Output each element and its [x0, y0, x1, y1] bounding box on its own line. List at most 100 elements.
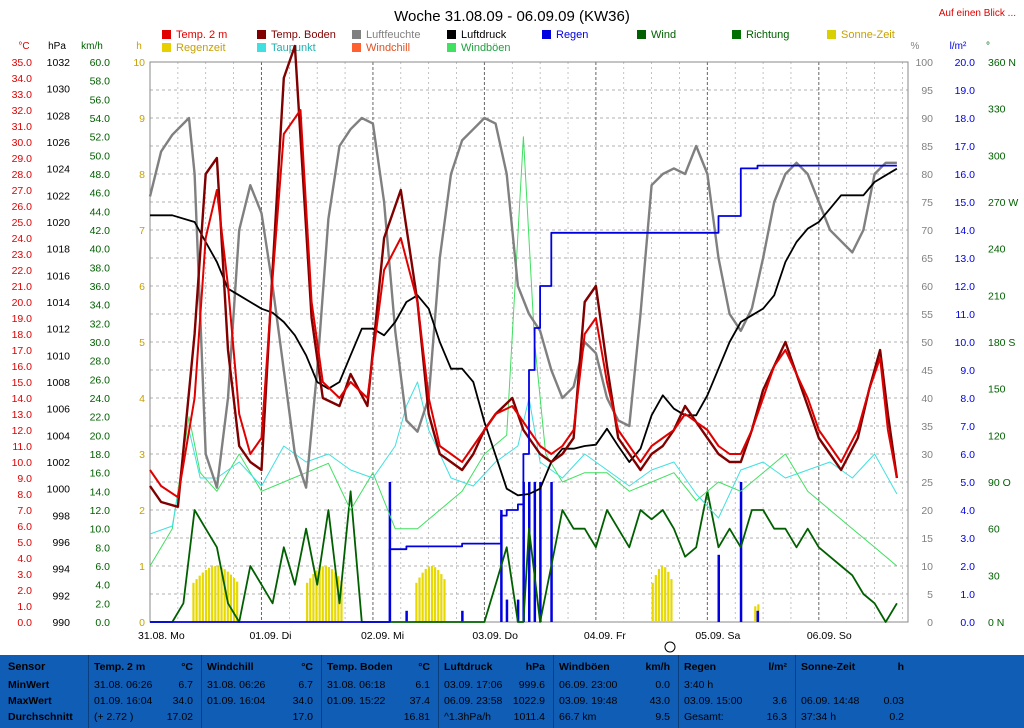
rain-bar [461, 610, 464, 622]
temp-tick: 11.0 [12, 441, 32, 453]
overview-link[interactable]: Auf einen Blick ... [939, 8, 1016, 19]
footer-sensor-head: Sensor [8, 661, 46, 673]
footer-max-value: 3.6 [772, 695, 787, 707]
sunshine-bar [657, 568, 661, 622]
footer-col-unit: °C [181, 661, 193, 673]
sunshine-bar [670, 579, 673, 622]
rain-bar [533, 482, 537, 622]
wind-tick: 4.0 [95, 580, 110, 592]
legend-swatch [162, 43, 171, 52]
rain-bar [522, 482, 525, 622]
sunshine-bar [309, 578, 312, 622]
sunshine-bar [223, 569, 226, 622]
rain-bar [739, 482, 743, 622]
press-tick: 1026 [47, 137, 71, 149]
footer-avg-value: 16.3 [766, 711, 787, 723]
sunshine-bar [340, 580, 343, 622]
temp-tick: 14.0 [12, 393, 33, 405]
wind-tick: 20.0 [90, 430, 111, 442]
footer-avg-note: ^1.3hPa/h [444, 711, 491, 723]
direction-tick: 330 [988, 104, 1006, 116]
footer-min-value: 6.1 [415, 679, 430, 691]
axis-unit: km/h [81, 41, 103, 52]
press-tick: 996 [52, 537, 70, 549]
legend-label: Temp. Boden [271, 29, 336, 41]
footer-min-value: 6.7 [178, 679, 193, 691]
legend-swatch [447, 43, 456, 52]
wind-tick: 0.0 [95, 617, 110, 629]
rain-bar [505, 599, 509, 622]
day-label: 06.09. So [807, 630, 852, 642]
rain-bar [717, 554, 720, 622]
temp-tick: 32.0 [12, 105, 33, 117]
sunshine-bar [424, 568, 427, 622]
rain-bar [539, 482, 542, 622]
footer-min-value: 0.0 [655, 679, 670, 691]
sunshine-bar [315, 570, 318, 622]
wind-tick: 28.0 [90, 356, 111, 368]
sunshine-bar [664, 567, 667, 622]
legend-label: Temp. 2 m [176, 29, 227, 41]
direction-tick: 30 [988, 570, 1000, 582]
temp-tick: 29.0 [12, 153, 33, 165]
footer-col-head: Temp. Boden [327, 661, 393, 673]
footer-max-value: 43.0 [649, 695, 670, 707]
axis-unit: °C [18, 41, 29, 52]
sunshine-bar [331, 569, 334, 622]
humidity-tick: 75 [921, 197, 933, 209]
sunhour-tick: 3 [139, 449, 145, 461]
rain-bar [405, 610, 408, 622]
rain-tick: 17.0 [955, 141, 976, 153]
legend-swatch [257, 43, 266, 52]
wind-tick: 30.0 [90, 337, 111, 349]
rain-tick: 14.0 [955, 225, 976, 237]
footer-col-unit: l/m² [768, 661, 787, 673]
legend-label: Wind [651, 29, 676, 41]
legend-label: Regen [556, 29, 588, 41]
press-tick: 1030 [47, 84, 71, 96]
sunshine-bar [654, 574, 657, 622]
press-tick: 990 [52, 617, 70, 629]
footer-avg-value: 17.02 [166, 711, 193, 723]
humidity-tick: 45 [921, 365, 933, 377]
temp-tick: 17.0 [12, 345, 33, 357]
axis-unit-labels: °C hPa km/h h% l/m² ° [18, 41, 990, 52]
legend-label: Windchill [366, 42, 410, 54]
legend-label: Windböen [461, 42, 511, 54]
legend-swatch [542, 30, 551, 39]
humidity-tick: 95 [921, 85, 933, 97]
footer-col-unit: °C [301, 661, 313, 673]
wind-tick: 22.0 [90, 412, 111, 424]
sunshine-bar [198, 575, 201, 622]
sunshine-bar [334, 572, 337, 622]
footer-col-head: Regen [684, 661, 717, 673]
sunshine-bar [651, 582, 654, 622]
legend-swatch [827, 30, 836, 39]
rain-tick: 11.0 [955, 309, 975, 321]
legend-swatch [257, 30, 266, 39]
temp-tick: 1.0 [17, 601, 32, 613]
sunshine-bar [421, 572, 424, 622]
legend-label: Luftdruck [461, 29, 507, 41]
sunhour-tick: 10 [133, 57, 145, 69]
rain-tick: 12.0 [955, 281, 976, 293]
direction-tick: 120 [988, 430, 1006, 442]
wind-tick: 10.0 [90, 524, 111, 536]
temp-tick: 20.0 [12, 297, 33, 309]
footer-separator [438, 655, 439, 728]
wind-tick: 44.0 [90, 206, 111, 218]
sunhour-tick: 5 [139, 337, 145, 349]
footer-max-value: 34.0 [172, 695, 193, 707]
temp-tick: 22.0 [12, 265, 33, 277]
direction-tick: 0 N [988, 617, 1004, 629]
sunshine-bar [327, 567, 331, 622]
sunshine-bar [667, 571, 670, 622]
scroll-handle[interactable] [664, 641, 676, 653]
wind-tick: 48.0 [90, 169, 111, 181]
footer-sensor-col: Sensor MinWert MaxWert Durchschnitt [0, 655, 90, 728]
rain-tick: 13.0 [955, 253, 976, 265]
humidity-tick: 70 [921, 225, 933, 237]
temp-tick: 25.0 [12, 217, 33, 229]
humidity-tick: 40 [921, 393, 933, 405]
humidity-tick: 100 [915, 57, 933, 69]
